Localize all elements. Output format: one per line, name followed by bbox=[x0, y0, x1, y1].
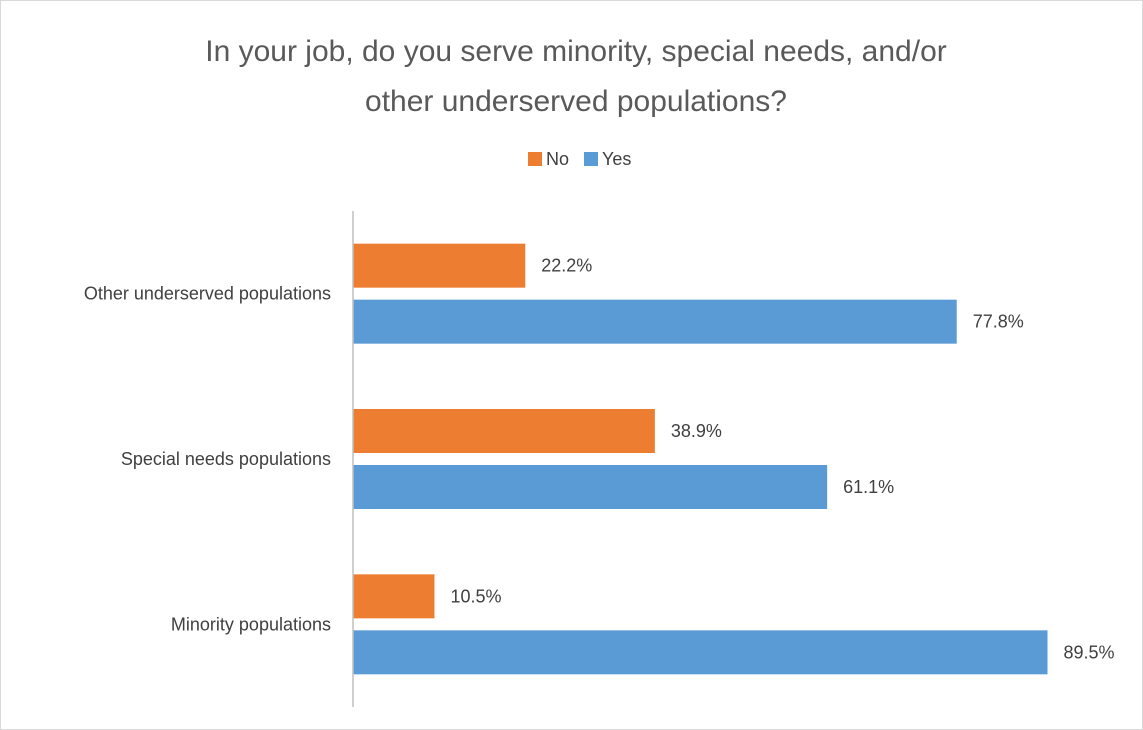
data-label-yes-special-needs-populations: 61.1% bbox=[843, 477, 894, 497]
legend-swatch-yes bbox=[584, 152, 598, 166]
bar-yes-other-underserved-populations bbox=[353, 299, 957, 344]
chart-title-line-2: other underserved populations? bbox=[365, 85, 787, 118]
legend-swatch-no bbox=[528, 152, 542, 166]
data-label-no-special-needs-populations: 38.9% bbox=[671, 421, 722, 441]
legend-label-no: No bbox=[546, 149, 569, 169]
bar-no-other-underserved-populations bbox=[353, 243, 526, 288]
bar-yes-special-needs-populations bbox=[353, 465, 828, 509]
bar-no-special-needs-populations bbox=[353, 409, 655, 453]
plot-area: Other underserved populations 22.2% 77.8% S… bbox=[84, 211, 1115, 707]
data-label-yes-other-underserved-populations: 77.8% bbox=[973, 312, 1024, 332]
data-label-no-other-underserved-populations: 22.2% bbox=[541, 256, 592, 276]
category-label-special-needs-populations: Special needs populations bbox=[121, 449, 331, 469]
data-label-yes-minority-populations: 89.5% bbox=[1064, 642, 1115, 662]
bar-no-minority-populations bbox=[353, 574, 435, 619]
category-label-other-underserved-populations: Other underserved populations bbox=[84, 284, 331, 304]
category-label-minority-populations: Minority populations bbox=[171, 614, 331, 634]
chart-title-line-1: In your job, do you serve minority, spec… bbox=[205, 35, 947, 68]
data-label-no-minority-populations: 10.5% bbox=[450, 586, 501, 606]
legend: No Yes bbox=[528, 149, 631, 169]
legend-label-yes: Yes bbox=[602, 149, 631, 169]
bar-yes-minority-populations bbox=[353, 630, 1048, 675]
